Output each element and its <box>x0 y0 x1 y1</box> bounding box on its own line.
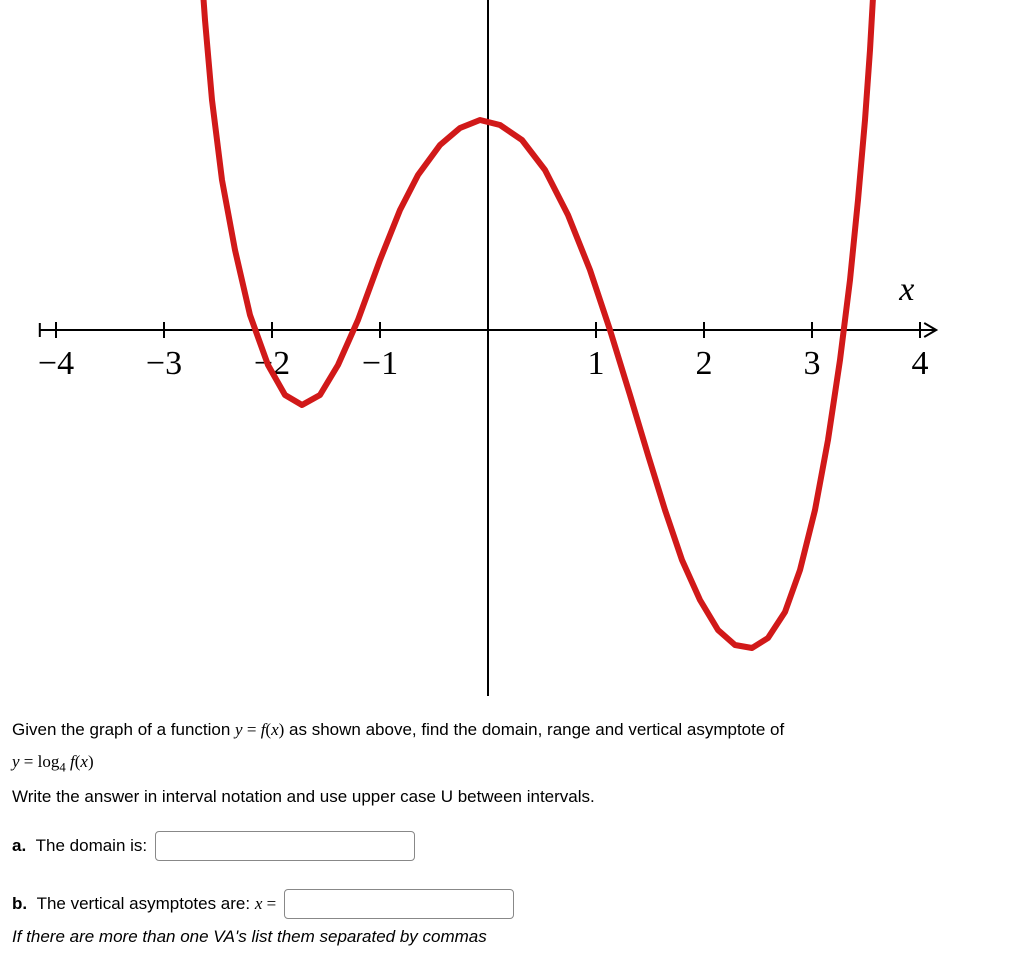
part-b-label: b. The vertical asymptotes are: x = <box>12 892 276 916</box>
chart-area: −4−3−2−11234x <box>0 0 1024 700</box>
domain-input[interactable] <box>155 831 415 861</box>
svg-text:−1: −1 <box>362 345 398 382</box>
part-a: a. The domain is: <box>12 831 1012 861</box>
va-input[interactable] <box>284 889 514 919</box>
question-line-3: Write the answer in interval notation an… <box>12 785 1012 809</box>
svg-text:3: 3 <box>804 345 821 382</box>
q1-post: as shown above, find the domain, range a… <box>284 720 784 739</box>
part-b-eq: x = <box>255 894 276 913</box>
part-a-text: The domain is: <box>36 836 148 855</box>
part-b-text: The vertical asymptotes are: <box>37 894 255 913</box>
svg-text:2: 2 <box>696 345 713 382</box>
question-line-1: Given the graph of a function y = f(x) a… <box>12 718 1012 742</box>
svg-text:−4: −4 <box>38 345 74 382</box>
part-b-letter: b. <box>12 894 27 913</box>
part-a-letter: a. <box>12 836 26 855</box>
part-b-note: If there are more than one VA's list the… <box>12 925 1012 949</box>
q1-eq: y = f(x) <box>235 720 284 739</box>
q2-eq: y = log4 f(x) <box>12 752 94 771</box>
function-graph-svg: −4−3−2−11234x <box>0 0 1024 700</box>
q1-pre: Given the graph of a function <box>12 720 235 739</box>
part-a-label: a. The domain is: <box>12 834 147 858</box>
svg-text:−3: −3 <box>146 345 182 382</box>
svg-text:1: 1 <box>588 345 605 382</box>
svg-text:x: x <box>898 271 914 308</box>
question-block: Given the graph of a function y = f(x) a… <box>0 700 1024 969</box>
part-b: b. The vertical asymptotes are: x = <box>12 889 1012 919</box>
svg-text:4: 4 <box>912 345 929 382</box>
question-line-2: y = log4 f(x) <box>12 750 1012 777</box>
